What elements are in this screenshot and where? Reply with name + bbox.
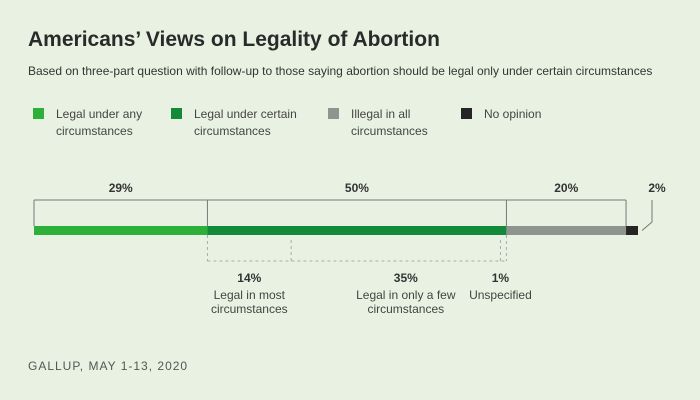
legend-item-legal-certain: Legal under certain circumstances	[171, 106, 297, 140]
legend-swatch	[461, 108, 472, 119]
segment-value-label: 20%	[554, 181, 578, 195]
bar-segment	[626, 226, 638, 235]
legend-swatch	[171, 108, 182, 119]
bar-segment	[506, 226, 627, 235]
bar-segment	[207, 226, 507, 235]
segment-value-label: 2%	[648, 181, 666, 195]
legend-item-legal-any: Legal under any circumstances	[33, 106, 142, 140]
legend-item-illegal-all: Illegal in all circumstances	[328, 106, 428, 140]
legend-label: Legal under any circumstances	[56, 107, 143, 138]
bar-segment	[34, 226, 208, 235]
source-footer: GALLUP, MAY 1-13, 2020	[28, 359, 189, 373]
legend-swatch	[328, 108, 339, 119]
callout-line	[641, 200, 653, 231]
chart-subtitle: Based on three-part question with follow…	[28, 64, 653, 78]
legend: Legal under any circumstances Legal unde…	[33, 106, 673, 146]
legend-item-no-opinion: No opinion	[461, 106, 541, 123]
legend-swatch	[33, 108, 44, 119]
breakdown-desc-label: Legal in only a few	[356, 288, 456, 302]
legend-label: No opinion	[484, 107, 542, 121]
breakdown-desc-label: Legal in most	[214, 288, 286, 302]
segment-value-label: 29%	[109, 181, 133, 195]
chart-title: Americans’ Views on Legality of Abortion	[28, 28, 440, 51]
breakdown-value-label: 14%	[237, 271, 261, 285]
breakdown-value-label: 35%	[394, 271, 418, 285]
legend-label: Legal under certain circumstances	[194, 107, 297, 138]
breakdown-desc-label: circumstances	[367, 302, 444, 316]
breakdown-desc-label: circumstances	[211, 302, 288, 316]
breakdown-desc-label: Unspecified	[469, 288, 532, 302]
segment-value-label: 50%	[345, 181, 369, 195]
legend-label: Illegal in all circumstances	[351, 107, 428, 138]
breakdown-value-label: 1%	[492, 271, 510, 285]
